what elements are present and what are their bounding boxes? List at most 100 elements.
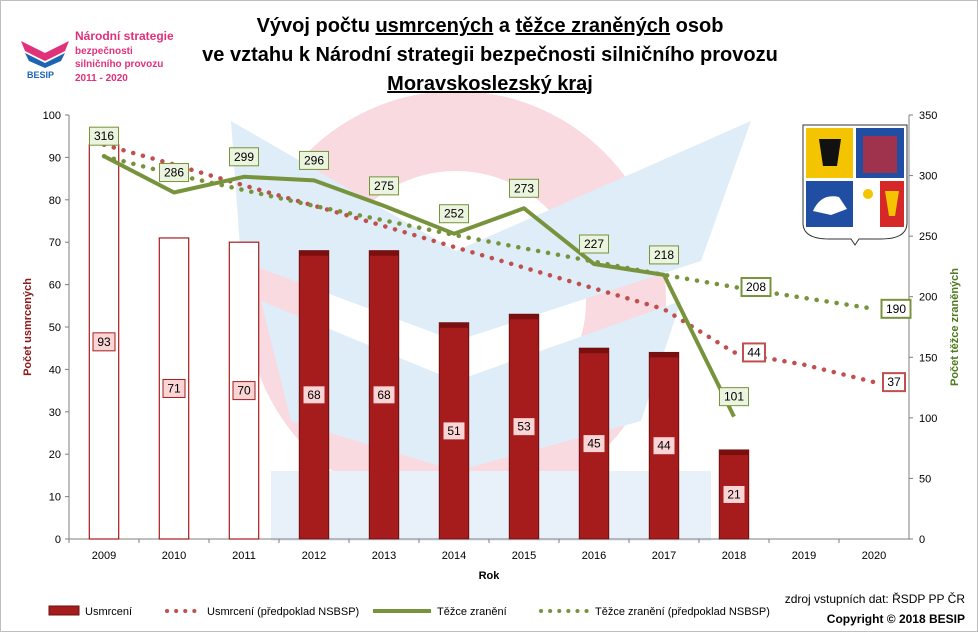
- bar-usmrceni-top: [509, 314, 539, 320]
- bar-label-usmrceni: 93: [97, 335, 111, 349]
- title-line1-underlined1: usmrcených: [375, 15, 493, 37]
- coat-of-arms: [802, 124, 908, 246]
- logo-line4: 2011 - 2020: [75, 73, 128, 84]
- bar-usmrceni-top: [579, 348, 609, 354]
- bar-label-usmrceni: 68: [377, 388, 391, 402]
- y-tick-label-right: 100: [919, 413, 937, 425]
- y-tick-label-left: 90: [49, 152, 61, 164]
- bar-label-usmrceni-box: [162, 378, 186, 398]
- x-tick-label: 2010: [162, 550, 186, 562]
- bar-label-usmrceni: 53: [517, 420, 531, 434]
- title-line2: ve vztahu k Národní strategii bezpečnost…: [202, 44, 778, 66]
- line-label-tezce-zraneni: 252: [444, 207, 464, 221]
- line-label-tezce-zraneni-box: [719, 387, 749, 407]
- y-tick-label-left: 60: [49, 280, 61, 292]
- source-note: zdroj vstupních dat: ŘSDP PP ČR: [785, 591, 966, 606]
- line-label-tezce-zraneni: 273: [514, 181, 534, 195]
- logo-chevron-top: [21, 41, 69, 61]
- dotted-label-tezce-zraneni-predpoklad-box: [740, 277, 772, 298]
- bar-label-usmrceni-box: [722, 484, 746, 504]
- bar-usmrceni-top: [369, 250, 399, 256]
- line-label-tezce-zraneni: 275: [374, 179, 394, 193]
- line-label-tezce-zraneni: 218: [654, 248, 674, 262]
- legend-label-tezce-zraneni-predpoklad: Těžce zranění (předpoklad NSBSP): [595, 606, 770, 618]
- bar-label-usmrceni-box: [512, 417, 536, 437]
- line-label-tezce-zraneni-box: [649, 245, 679, 265]
- bar-label-usmrceni-box: [232, 381, 256, 401]
- logo-line2: bezpečnosti: [75, 46, 133, 57]
- dotted-label-tezce-zraneni-predpoklad-box: [880, 298, 912, 319]
- title-line1-part2: a: [493, 15, 515, 37]
- y-tick-label-right: 250: [919, 231, 937, 243]
- legend-label-tezce-zraneni: Těžce zranění: [437, 606, 507, 618]
- line-label-tezce-zraneni-box: [579, 234, 609, 254]
- chart-title: Vývoj počtu usmrcených a těžce zraněných…: [202, 15, 778, 95]
- y-tick-label-right: 300: [919, 171, 937, 183]
- y-tick-label-right: 150: [919, 352, 937, 364]
- line-tezce-zraneni-path: [103, 154, 736, 418]
- y-tick-label-left: 10: [49, 492, 61, 504]
- x-tick-label: 2014: [442, 550, 466, 562]
- logo-chevron-bottom: [25, 53, 65, 68]
- x-tick-label: 2011: [232, 550, 256, 562]
- x-tick-label: 2020: [862, 550, 886, 562]
- legend: Usmrcení Usmrcení (předpoklad NSBSP) Těž…: [48, 605, 770, 618]
- bar-label-usmrceni-box: [582, 434, 606, 454]
- line-label-tezce-zraneni-box: [299, 150, 329, 170]
- line-label-tezce-zraneni: 316: [94, 129, 114, 143]
- y-axis-title-left: Počet usmrcených: [22, 278, 34, 376]
- bar-usmrceni-top: [649, 352, 679, 358]
- y-tick-label-left: 70: [49, 237, 61, 249]
- horse-icon: [813, 196, 847, 215]
- logo-brand: BESIP: [27, 70, 54, 80]
- y-tick-label-left: 80: [49, 195, 61, 207]
- x-tick-label: 2009: [92, 550, 116, 562]
- dotted-label-usmrceni-predpoklad-box: [742, 342, 766, 363]
- half-eagle-icon: [885, 191, 899, 216]
- line-label-tezce-zraneni: 101: [724, 390, 744, 404]
- y-tick-label-right: 0: [919, 534, 925, 546]
- copyright-note: Copyright © 2018 BESIP: [827, 612, 965, 626]
- dotted-label-usmrceni-predpoklad: 37: [887, 375, 901, 389]
- dotted-label-usmrceni-predpoklad-box: [882, 372, 906, 393]
- eagle-icon: [819, 139, 841, 166]
- y-ticks-right: 0 50 100 150 200 250 300 350: [909, 110, 937, 546]
- besip-logo: BESIP Národní strategie bezpečnosti siln…: [21, 29, 174, 84]
- shield-q4a: [856, 181, 880, 227]
- bar-label-usmrceni-box: [442, 421, 466, 441]
- title-line1-underlined2: těžce zraněných: [516, 15, 671, 37]
- line-label-tezce-zraneni: 299: [234, 150, 254, 164]
- bar-label-usmrceni-box: [302, 385, 326, 405]
- dotted-label-tezce-zraneni-predpoklad: 208: [746, 280, 766, 294]
- x-tick-label: 2015: [512, 550, 536, 562]
- y-tick-label-left: 0: [55, 534, 61, 546]
- dotted-label-tezce-zraneni-predpoklad: 190: [886, 302, 906, 316]
- bar-label-usmrceni: 71: [167, 381, 181, 395]
- line-label-tezce-zraneni-box: [89, 126, 119, 146]
- x-tick-label: 2016: [582, 550, 606, 562]
- bar-usmrceni-top: [439, 322, 469, 328]
- line-label-tezce-zraneni-box: [509, 178, 539, 198]
- bar-label-usmrceni: 68: [307, 388, 321, 402]
- y-tick-label-left: 50: [49, 322, 61, 334]
- data-labels: 93 71 70 68 68 51 53 45 44 21 316 286 299 296 275 252 27…: [89, 126, 912, 504]
- bar-usmrceni-top: [719, 449, 749, 455]
- bar-label-usmrceni: 51: [447, 424, 461, 438]
- x-tick-label: 2013: [372, 550, 396, 562]
- y-tick-label-right: 200: [919, 292, 937, 304]
- title-line1-part1: Vývoj počtu: [257, 15, 376, 37]
- legend-label-usmrceni-predpoklad: Usmrcení (předpoklad NSBSP): [207, 606, 359, 618]
- logo-line1: Národní strategie: [75, 29, 174, 43]
- bar-label-usmrceni: 45: [587, 437, 601, 451]
- bar-label-usmrceni-box: [652, 436, 676, 456]
- line-tezce-zraneni: [103, 154, 736, 418]
- x-tick-label: 2017: [652, 550, 676, 562]
- y-tick-label-right: 50: [919, 473, 931, 485]
- bar-label-usmrceni-box: [372, 385, 396, 405]
- legend-swatch-usmrceni: [48, 605, 80, 616]
- line-label-tezce-zraneni-box: [159, 163, 189, 183]
- title-line3: Moravskoslezský kraj: [387, 73, 593, 95]
- y-tick-label-left: 100: [43, 110, 61, 122]
- legend-label-usmrceni: Usmrcení: [85, 606, 132, 618]
